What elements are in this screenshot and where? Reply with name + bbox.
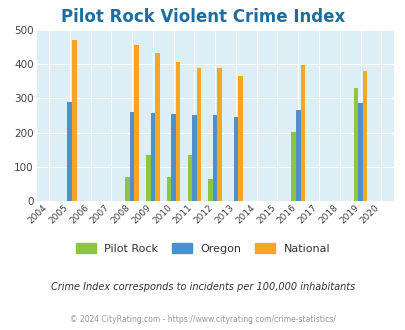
Legend: Pilot Rock, Oregon, National: Pilot Rock, Oregon, National — [71, 239, 334, 258]
Bar — [150, 113, 155, 201]
Text: Pilot Rock Violent Crime Index: Pilot Rock Violent Crime Index — [61, 8, 344, 26]
Bar — [125, 177, 130, 201]
Text: © 2024 CityRating.com - https://www.cityrating.com/crime-statistics/: © 2024 CityRating.com - https://www.city… — [70, 315, 335, 324]
Bar — [192, 115, 196, 201]
Bar — [67, 102, 72, 201]
Bar — [233, 117, 238, 201]
Bar — [72, 40, 77, 201]
Bar — [130, 112, 134, 201]
Bar — [300, 65, 305, 201]
Bar — [212, 115, 217, 201]
Text: Crime Index corresponds to incidents per 100,000 inhabitants: Crime Index corresponds to incidents per… — [51, 282, 354, 292]
Bar — [238, 76, 242, 201]
Bar — [362, 71, 367, 201]
Bar — [208, 179, 212, 201]
Bar — [166, 177, 171, 201]
Bar — [353, 88, 358, 201]
Bar — [358, 104, 362, 201]
Bar — [295, 110, 300, 201]
Bar — [155, 53, 159, 201]
Bar — [175, 62, 180, 201]
Bar — [134, 45, 139, 201]
Bar — [196, 68, 201, 201]
Bar — [171, 115, 175, 201]
Bar — [291, 132, 295, 201]
Bar — [146, 155, 150, 201]
Bar — [187, 155, 192, 201]
Bar — [217, 68, 222, 201]
